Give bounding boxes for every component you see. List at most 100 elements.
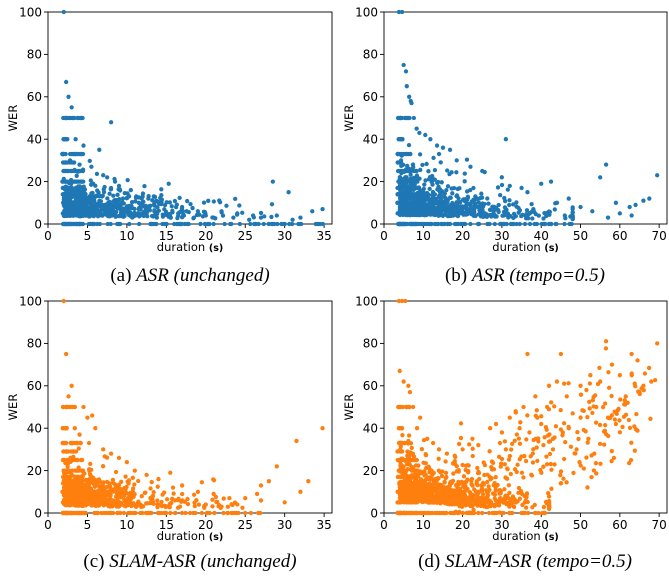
- data-point: [117, 187, 123, 192]
- data-point: [454, 482, 459, 488]
- data-point: [160, 492, 165, 497]
- data-point: [522, 453, 527, 459]
- data-point: [100, 464, 106, 469]
- data-point: [450, 191, 455, 196]
- data-point: [101, 173, 106, 178]
- y-tick-label: 80: [363, 337, 378, 351]
- data-point: [437, 510, 443, 516]
- data-point: [121, 510, 127, 516]
- data-point: [429, 468, 434, 473]
- data-point: [550, 436, 556, 441]
- data-point: [581, 466, 586, 471]
- data-point: [422, 182, 427, 187]
- data-point: [490, 204, 495, 209]
- data-point: [554, 200, 560, 205]
- data-point: [494, 498, 499, 504]
- data-point: [497, 440, 503, 446]
- data-point: [86, 214, 92, 219]
- data-point: [570, 210, 575, 215]
- data-point: [425, 436, 430, 441]
- data-point: [88, 492, 93, 497]
- data-point: [418, 167, 423, 173]
- data-point: [261, 221, 266, 227]
- data-point: [95, 221, 100, 227]
- data-point: [482, 201, 487, 207]
- data-point: [237, 221, 243, 227]
- data-point: [558, 407, 563, 413]
- data-point: [315, 221, 321, 227]
- data-point: [61, 168, 67, 174]
- data-point: [612, 409, 617, 414]
- data-point: [481, 482, 486, 487]
- data-point: [136, 211, 141, 217]
- data-point: [398, 461, 403, 467]
- data-point: [99, 510, 104, 516]
- data-point: [69, 105, 74, 110]
- data-point: [514, 204, 519, 209]
- data-point: [587, 399, 592, 405]
- data-point: [61, 9, 66, 15]
- data-point: [398, 137, 403, 142]
- data-point: [623, 412, 629, 417]
- data-point: [502, 439, 508, 444]
- subplot-caption: (c) SLAM-ASR (unchanged): [83, 551, 296, 572]
- data-point: [421, 202, 426, 207]
- data-point: [167, 505, 172, 510]
- x-tick-label: 20: [198, 518, 213, 532]
- data-point: [647, 196, 652, 201]
- scatter-points: [395, 9, 660, 227]
- data-point: [203, 213, 208, 218]
- data-point: [162, 203, 168, 208]
- data-point: [160, 212, 165, 217]
- data-point: [626, 460, 632, 466]
- data-point: [635, 428, 640, 433]
- data-point: [530, 451, 535, 456]
- data-point: [543, 211, 548, 216]
- data-point: [550, 447, 556, 452]
- data-point: [159, 499, 164, 505]
- x-axis-label: duration (s): [157, 240, 223, 254]
- data-point: [275, 221, 280, 227]
- data-point: [548, 179, 554, 184]
- data-point: [593, 461, 599, 466]
- caption-letter: (d): [418, 551, 445, 572]
- data-point: [513, 409, 518, 414]
- data-point: [64, 501, 70, 506]
- data-point: [529, 201, 534, 207]
- data-point: [123, 474, 128, 479]
- data-point: [114, 203, 119, 208]
- data-point: [156, 502, 161, 507]
- data-point: [179, 510, 185, 516]
- data-point: [440, 145, 446, 150]
- data-point: [451, 203, 456, 208]
- data-point: [73, 137, 78, 142]
- data-point: [423, 132, 428, 138]
- data-point: [506, 496, 512, 501]
- x-axis-label-text: duration: [492, 240, 544, 254]
- data-point: [514, 200, 519, 205]
- x-tick-label: 0: [44, 229, 52, 243]
- data-point: [149, 479, 154, 485]
- data-point: [72, 187, 78, 192]
- data-point: [487, 474, 492, 479]
- data-point: [426, 177, 432, 182]
- data-point: [428, 476, 433, 481]
- data-point: [461, 474, 467, 479]
- data-point: [510, 494, 516, 499]
- data-point: [92, 208, 97, 214]
- data-point: [589, 475, 594, 480]
- data-point: [521, 404, 526, 410]
- data-point: [524, 212, 529, 217]
- data-point: [320, 207, 325, 212]
- data-point: [414, 426, 420, 431]
- data-point: [452, 461, 458, 467]
- data-point: [69, 383, 74, 388]
- data-point: [298, 489, 303, 494]
- data-point: [122, 491, 127, 496]
- data-point: [78, 221, 84, 227]
- data-point: [194, 498, 199, 503]
- x-axis-unit: (s): [544, 532, 558, 543]
- data-point: [403, 298, 408, 304]
